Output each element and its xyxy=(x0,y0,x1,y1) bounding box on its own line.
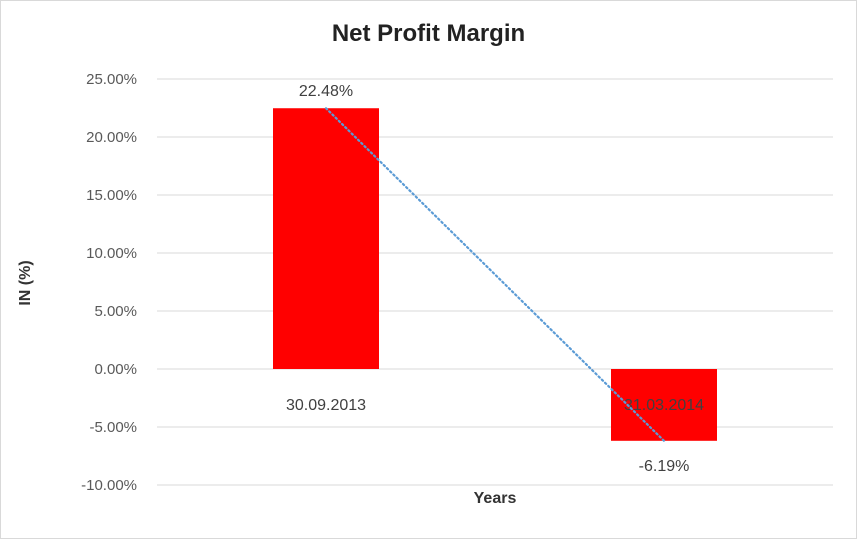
category-label: 30.09.2013 xyxy=(286,397,366,414)
y-tick-label: 20.00% xyxy=(86,129,137,146)
category-label: 31.03.2014 xyxy=(624,397,704,414)
y-tick-label: 15.00% xyxy=(86,187,137,204)
x-axis-label: Years xyxy=(473,490,517,507)
y-tick-labels: 25.00% 20.00% 15.00% 10.00% 5.00% 0.00% -5.00%… xyxy=(81,71,137,494)
data-label: 22.48% xyxy=(299,83,353,100)
gridlines xyxy=(157,78,833,486)
y-tick-label: 0.00% xyxy=(94,361,137,378)
data-labels: 22.48% -6.19% xyxy=(299,83,689,475)
trendline-line xyxy=(324,107,666,442)
y-tick-label: 10.00% xyxy=(86,245,137,262)
data-label: -6.19% xyxy=(639,458,690,475)
y-tick-label: 5.00% xyxy=(94,303,137,320)
y-tick-label: -10.00% xyxy=(81,477,137,494)
bar xyxy=(273,108,379,370)
category-labels: 30.09.2013 31.03.2014 xyxy=(286,397,704,414)
chart-title: Net Profit Margin xyxy=(331,20,526,47)
y-tick-label: 25.00% xyxy=(86,71,137,88)
trendline xyxy=(324,107,666,442)
bars xyxy=(273,108,717,441)
y-tick-label: -5.00% xyxy=(89,419,137,436)
